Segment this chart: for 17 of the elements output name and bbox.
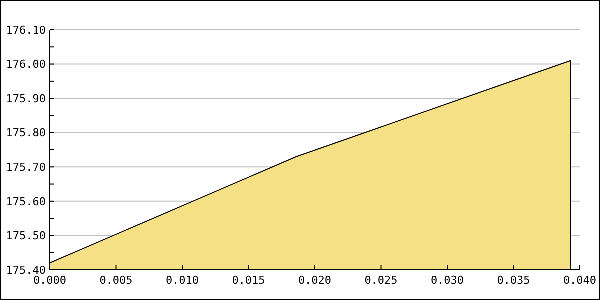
x-tick-label: 0.005 (100, 274, 133, 287)
x-tick-label: 0.030 (430, 274, 464, 287)
x-tick-label: 0.020 (298, 274, 332, 287)
x-tick-label: 0.010 (166, 274, 200, 287)
x-tick-label: 0.000 (33, 274, 67, 287)
y-tick-label: 175.70 (6, 160, 46, 174)
y-tick-label: 175.60 (6, 195, 46, 208)
y-tick-label: 175.40 (6, 264, 46, 277)
x-tick-label: 0.040 (563, 274, 597, 287)
x-tick-label: 0.035 (497, 274, 530, 287)
y-tick-label: 176.00 (6, 58, 46, 72)
y-tick-label: 175.80 (6, 126, 46, 140)
y-tick-label: 175.50 (6, 230, 46, 243)
y-tick-label: 176.10 (6, 24, 46, 37)
x-tick-label: 0.015 (232, 274, 266, 287)
y-tick-label: 175.90 (6, 92, 46, 106)
x-tick-label: 0.025 (364, 274, 398, 287)
